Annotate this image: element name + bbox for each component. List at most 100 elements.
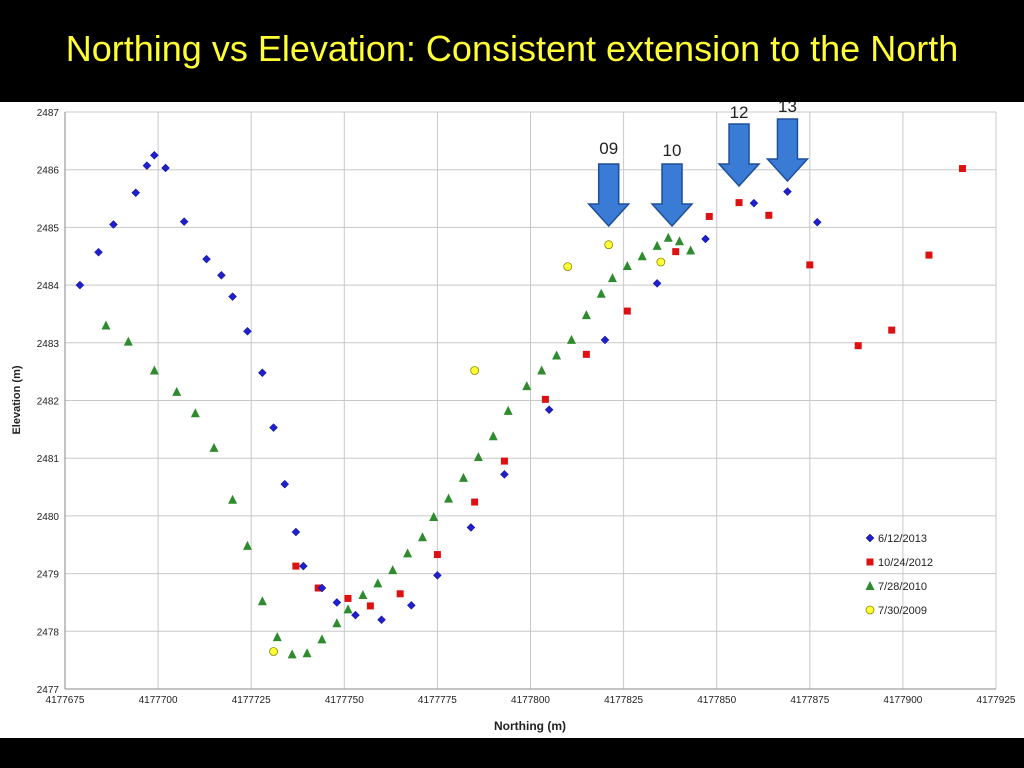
data-point bbox=[470, 366, 480, 375]
data-point bbox=[701, 234, 710, 244]
data-point bbox=[604, 240, 614, 250]
data-point bbox=[292, 562, 300, 570]
data-point bbox=[317, 583, 327, 593]
x-tick-label: 4177825 bbox=[604, 695, 643, 706]
data-point bbox=[705, 212, 713, 220]
data-point bbox=[332, 598, 342, 607]
data-point bbox=[503, 405, 513, 415]
annotation-arrow bbox=[587, 163, 631, 228]
data-point bbox=[433, 570, 442, 580]
data-point bbox=[488, 431, 498, 441]
annotation-arrows: 09 10 12 13 bbox=[587, 97, 810, 228]
data-point bbox=[123, 336, 133, 346]
data-point bbox=[607, 273, 617, 283]
y-tick-label: 2477 bbox=[37, 685, 60, 696]
x-tick-label: 4177875 bbox=[790, 695, 829, 706]
data-point bbox=[209, 442, 219, 452]
y-tick-label: 2484 bbox=[37, 281, 60, 292]
data-point bbox=[765, 211, 773, 219]
annotation-arrow bbox=[717, 123, 761, 188]
data-point bbox=[343, 604, 353, 614]
legend-marker bbox=[866, 558, 874, 566]
data-point bbox=[444, 493, 454, 503]
data-point bbox=[552, 350, 562, 360]
data-point bbox=[269, 423, 278, 432]
data-point bbox=[473, 452, 483, 462]
chart-panel: 4177675 4177700 4177725 4177750 4177775 41778… bbox=[0, 97, 1024, 738]
y-tick-label: 2486 bbox=[37, 166, 60, 177]
data-point bbox=[500, 470, 509, 479]
axes bbox=[64, 112, 996, 690]
y-tick-label: 2479 bbox=[37, 570, 60, 581]
data-point bbox=[317, 634, 327, 644]
data-point bbox=[749, 198, 759, 208]
x-tick-label: 4177725 bbox=[232, 695, 271, 706]
y-tick-label: 2487 bbox=[37, 108, 60, 119]
data-point bbox=[541, 395, 549, 403]
tick-labels: 4177675 4177700 4177725 4177750 4177775 41778… bbox=[37, 108, 1016, 706]
data-point bbox=[217, 270, 226, 280]
annotation-arrow bbox=[765, 118, 810, 183]
legend-label: 6/12/2013 bbox=[878, 533, 927, 545]
data-point bbox=[406, 600, 416, 610]
data-point bbox=[458, 472, 468, 482]
x-tick-label: 4177775 bbox=[418, 695, 457, 706]
bottom-bar bbox=[0, 738, 1024, 768]
title-bar: Northing vs Elevation: Consistent extens… bbox=[0, 0, 1024, 102]
data-point bbox=[522, 381, 532, 391]
x-tick-label: 4177850 bbox=[697, 695, 736, 706]
data-point bbox=[637, 251, 647, 261]
data-point bbox=[172, 386, 182, 396]
data-point bbox=[958, 165, 966, 173]
data-point bbox=[142, 161, 152, 171]
data-point bbox=[272, 632, 282, 642]
x-tick-label: 4177675 bbox=[46, 695, 85, 706]
data-point bbox=[735, 199, 743, 207]
data-point bbox=[663, 232, 673, 242]
data-point bbox=[179, 217, 189, 226]
slide-title: Northing vs Elevation: Consistent extens… bbox=[65, 28, 959, 69]
data-point bbox=[537, 365, 547, 375]
data-point bbox=[600, 335, 610, 345]
data-point bbox=[258, 368, 267, 378]
data-point bbox=[332, 618, 342, 628]
y-tick-label: 2485 bbox=[37, 223, 60, 234]
data-point bbox=[287, 649, 297, 659]
x-tick-label: 4177925 bbox=[977, 695, 1016, 706]
y-axis-label: Elevation (m) bbox=[11, 365, 23, 434]
data-point bbox=[466, 523, 476, 532]
data-point bbox=[418, 532, 428, 542]
x-axis-label: Northing (m) bbox=[494, 719, 566, 733]
data-point bbox=[358, 589, 368, 599]
data-point bbox=[622, 261, 632, 271]
grid-lines bbox=[64, 111, 997, 690]
data-point bbox=[403, 548, 413, 558]
annotation-label: 12 bbox=[730, 103, 749, 122]
data-point bbox=[388, 565, 398, 575]
legend: 6/12/2013 10/24/2012 7/28/2010 7/30/2009 bbox=[865, 533, 933, 617]
data-point bbox=[674, 236, 684, 246]
data-point bbox=[686, 245, 696, 255]
data-point bbox=[302, 648, 312, 658]
data-point bbox=[783, 187, 792, 196]
data-point bbox=[563, 262, 573, 272]
data-point bbox=[228, 494, 238, 504]
data-point bbox=[812, 217, 822, 227]
annotation-arrow bbox=[650, 163, 694, 228]
data-point bbox=[373, 578, 383, 588]
legend-label: 7/28/2010 bbox=[878, 581, 927, 593]
y-tick-label: 2482 bbox=[37, 397, 60, 408]
data-point bbox=[806, 261, 814, 269]
x-tick-label: 4177700 bbox=[139, 695, 178, 706]
data-point bbox=[190, 408, 200, 418]
legend-marker bbox=[865, 581, 875, 590]
data-point bbox=[652, 279, 662, 288]
annotation-label: 09 bbox=[599, 139, 618, 158]
data-point bbox=[581, 310, 591, 320]
data-point bbox=[131, 188, 141, 198]
data-point bbox=[500, 457, 508, 465]
data-point bbox=[243, 326, 252, 336]
data-point bbox=[672, 248, 680, 256]
data-point bbox=[366, 602, 374, 610]
data-point bbox=[596, 288, 606, 298]
